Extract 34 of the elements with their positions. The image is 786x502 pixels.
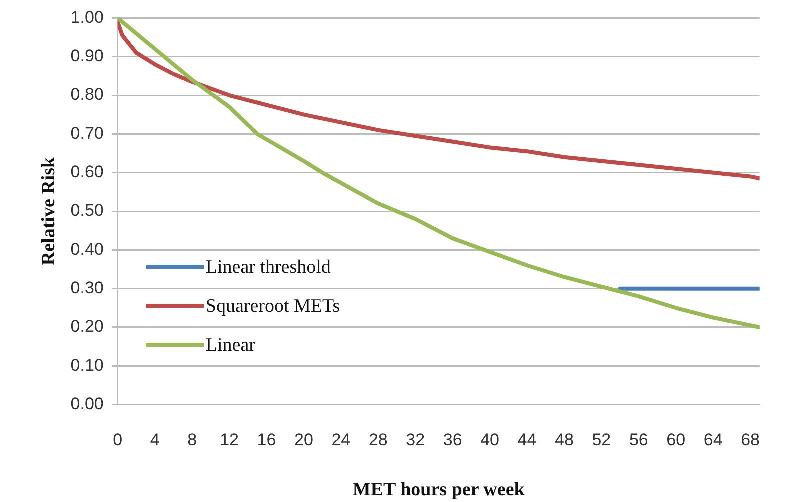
y-tick-label: 0.50 <box>70 201 104 220</box>
y-tick-label: 0.00 <box>70 394 104 414</box>
x-tick-label: 4 <box>150 430 160 450</box>
x-tick-label: 68 <box>741 430 760 450</box>
legend-label: Linear <box>206 334 256 358</box>
x-tick-label: 0 <box>113 430 123 450</box>
x-tick-label: 44 <box>518 430 537 450</box>
x-tick-label: 60 <box>666 430 686 450</box>
x-tick-label: 16 <box>257 430 276 450</box>
y-tick-label: 0.30 <box>70 278 104 298</box>
y-tick-label: 1.00 <box>70 8 104 27</box>
x-tick-label: 8 <box>188 430 198 450</box>
y-tick-label: 0.10 <box>70 356 104 375</box>
legend-label: Linear threshold <box>206 256 331 280</box>
x-tick-label: 12 <box>220 430 239 450</box>
x-tick-label: 36 <box>443 430 462 450</box>
legend-label: Squareroot METs <box>206 294 340 319</box>
y-tick-label: 0.60 <box>70 162 104 182</box>
x-tick-label: 20 <box>294 430 314 450</box>
y-tick-label: 0.90 <box>70 46 104 66</box>
y-tick-label: 0.40 <box>70 240 104 259</box>
y-tick-label: 0.80 <box>70 85 104 104</box>
x-tick-label: 48 <box>555 430 574 450</box>
x-tick-label: 52 <box>592 430 612 450</box>
y-tick-label: 0.70 <box>70 124 104 143</box>
x-axis-title: MET hours per week <box>352 480 526 501</box>
x-tick-label: 40 <box>480 430 500 450</box>
x-tick-label: 64 <box>704 430 723 450</box>
x-tick-label: 24 <box>332 430 351 450</box>
y-axis-title: Relative Risk <box>38 156 60 266</box>
x-tick-label: 32 <box>406 430 426 450</box>
y-tick-label: 0.20 <box>70 317 104 336</box>
x-tick-label: 56 <box>629 430 648 450</box>
x-tick-label: 28 <box>368 430 388 450</box>
